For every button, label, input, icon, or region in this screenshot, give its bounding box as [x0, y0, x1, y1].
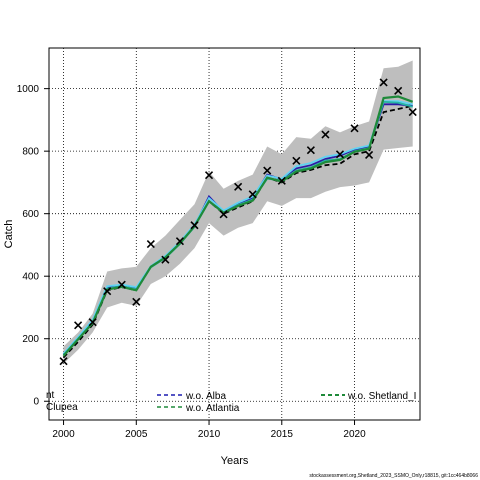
observed-point	[146, 239, 155, 249]
observed-point	[204, 171, 214, 180]
legend-label: w.o. Shetland_I	[347, 391, 416, 402]
legend-label: w.o. Alba	[185, 391, 226, 402]
observed-point	[335, 150, 345, 159]
y-tick-label: 1000	[17, 84, 40, 95]
y-tick-label: 800	[22, 147, 39, 158]
observed-point-stroke	[365, 150, 374, 159]
y-tick-label: 400	[22, 272, 39, 283]
observed-point-stroke	[321, 130, 330, 139]
observed-point-stroke	[146, 239, 155, 249]
legend-label: w.o. Atlantia	[185, 403, 240, 414]
observed-point	[394, 86, 403, 95]
legend-label: nt	[46, 390, 55, 401]
observed-point	[88, 318, 97, 327]
observed-point	[103, 287, 112, 296]
observed-point	[379, 78, 388, 87]
observed-point-stroke	[277, 176, 286, 185]
observed-point-stroke	[248, 190, 257, 199]
observed-point	[292, 156, 301, 165]
y-axis-ticks: 0 200 400 600 800 1000	[17, 84, 49, 408]
y-tick-label: 200	[22, 334, 39, 345]
observed-point	[190, 221, 199, 230]
observed-point	[306, 146, 315, 155]
observed-point-stroke	[190, 221, 199, 230]
observed-point	[132, 297, 141, 306]
x-tick-label: 2020	[343, 429, 366, 440]
observed-point	[74, 321, 83, 330]
observed-point-stroke	[88, 318, 97, 327]
observed-point-stroke	[175, 237, 185, 246]
grid-lines	[49, 48, 420, 420]
observed-point-stroke	[394, 86, 403, 95]
observed-point	[248, 190, 257, 199]
observed-point	[117, 280, 126, 289]
y-axis-title: Catch	[3, 220, 15, 249]
x-axis-title: Years	[221, 455, 249, 467]
plot-frame	[48, 47, 421, 421]
observed-point-stroke	[103, 287, 112, 296]
observed-point	[234, 182, 243, 191]
observed-point-stroke	[292, 156, 301, 165]
observed-point-stroke	[117, 280, 126, 289]
observed-point	[350, 124, 359, 133]
x-tick-label: 2000	[52, 429, 75, 440]
observed-point-stroke	[263, 166, 272, 175]
observed-point-stroke	[350, 124, 359, 133]
x-tick-label: 2005	[125, 429, 148, 440]
observed-point-stroke	[234, 182, 243, 191]
confidence-band-area	[63, 60, 413, 364]
observed-point	[175, 237, 185, 246]
series-line	[62, 95, 414, 357]
confidence-band	[63, 60, 413, 364]
observed-point-stroke	[219, 210, 228, 219]
observed-point	[263, 166, 272, 175]
observed-point	[321, 130, 330, 139]
observed-point-stroke	[379, 78, 388, 87]
observed-point	[219, 210, 228, 219]
observed-point-stroke	[335, 150, 345, 159]
y-tick-label: 600	[22, 209, 39, 220]
observed-point	[277, 176, 286, 185]
x-tick-label: 2015	[271, 429, 294, 440]
observed-point	[408, 108, 417, 117]
footer-note: stockassessment.org,Shetland_2023_SSMO_O…	[309, 473, 478, 479]
legend-label: Clupea	[46, 402, 78, 413]
observed-point-stroke	[132, 297, 141, 306]
observed-point-stroke	[306, 146, 315, 155]
observed-point	[59, 357, 68, 366]
observed-point	[365, 150, 374, 159]
x-axis-ticks: 2000 2005 2010 2015 2020	[52, 420, 366, 440]
observed-point-stroke	[59, 357, 68, 366]
observed-points	[59, 78, 417, 366]
observed-point-stroke	[408, 108, 417, 117]
observed-point-stroke	[161, 255, 170, 264]
y-tick-label: 0	[33, 397, 39, 408]
observed-point-stroke	[204, 171, 214, 180]
observed-point	[161, 255, 170, 264]
observed-point-stroke	[74, 321, 83, 330]
x-tick-label: 2010	[198, 429, 221, 440]
